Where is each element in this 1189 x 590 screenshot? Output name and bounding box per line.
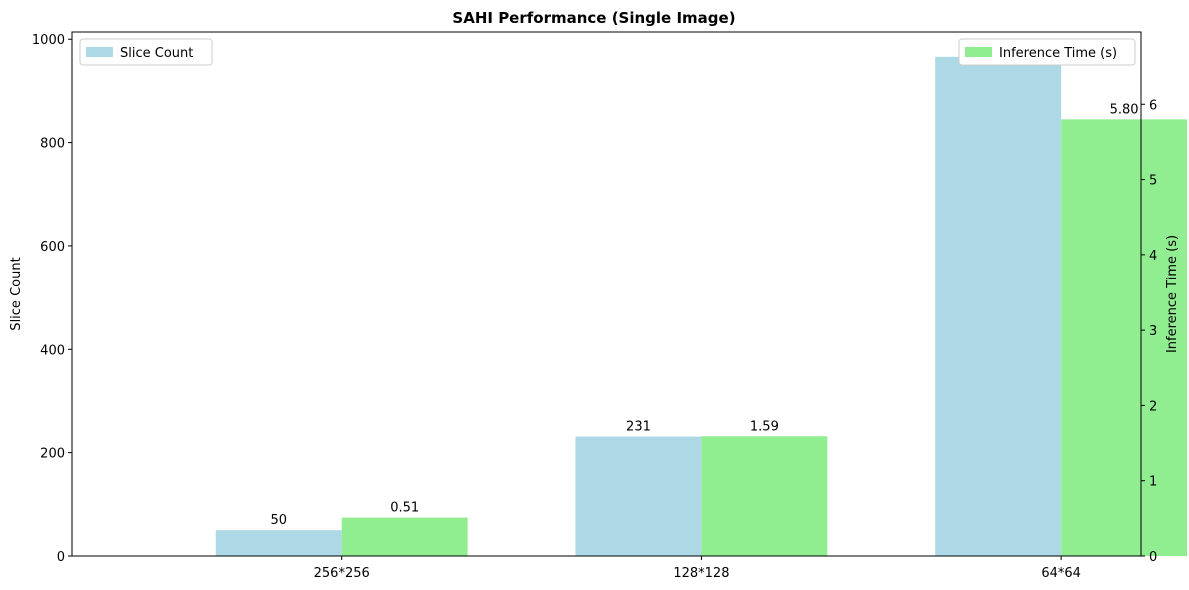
- data-label-inference-time: 5.80: [1110, 102, 1139, 117]
- data-label-inference-time: 0.51: [390, 501, 419, 516]
- y-left-tick-label: 200: [40, 447, 65, 462]
- y-right-axis-label: Inference Time (s): [1165, 235, 1180, 353]
- y-left-tick-label: 600: [40, 240, 65, 255]
- legend-swatch: [965, 47, 992, 57]
- bar-slice-count: [215, 530, 342, 556]
- plot-area: 500.51256*2562311.59128*1289665.8064*640…: [9, 31, 1188, 581]
- y-left-tick-label: 800: [40, 137, 65, 152]
- y-right-tick-label: 5: [1149, 174, 1157, 189]
- y-right-tick-label: 1: [1149, 475, 1157, 490]
- y-right-tick-label: 3: [1149, 324, 1157, 339]
- chart-title: SAHI Performance (Single Image): [452, 9, 735, 27]
- legend-label: Inference Time (s): [999, 46, 1117, 61]
- bar-inference-time: [1061, 119, 1188, 556]
- data-label-inference-time: 1.59: [750, 419, 779, 434]
- bar-slice-count: [575, 436, 702, 556]
- bar-slice-count: [935, 56, 1062, 556]
- y-left-tick-label: 1000: [32, 33, 65, 48]
- legend-box: [958, 38, 1136, 66]
- x-tick-label: 256*256: [314, 566, 370, 581]
- x-tick-label: 128*128: [673, 566, 729, 581]
- y-right-tick-label: 2: [1149, 399, 1157, 414]
- data-label-slice-count: 50: [270, 513, 287, 528]
- y-right-tick-label: 0: [1149, 550, 1157, 565]
- x-tick-label: 64*64: [1041, 566, 1081, 581]
- y-right-tick-label: 6: [1149, 98, 1157, 113]
- data-label-slice-count: 231: [626, 420, 651, 435]
- legend-label: Slice Count: [120, 46, 193, 61]
- y-left-tick-label: 0: [57, 550, 65, 565]
- y-left-axis-label: Slice Count: [9, 257, 24, 330]
- y-right-tick-label: 4: [1149, 249, 1157, 264]
- y-left-tick-label: 400: [40, 343, 65, 358]
- legend-swatch: [86, 47, 113, 57]
- bar-inference-time: [341, 517, 468, 556]
- bar-inference-time: [701, 436, 828, 556]
- legend-box: [79, 38, 213, 66]
- plot-frame: [71, 31, 1142, 557]
